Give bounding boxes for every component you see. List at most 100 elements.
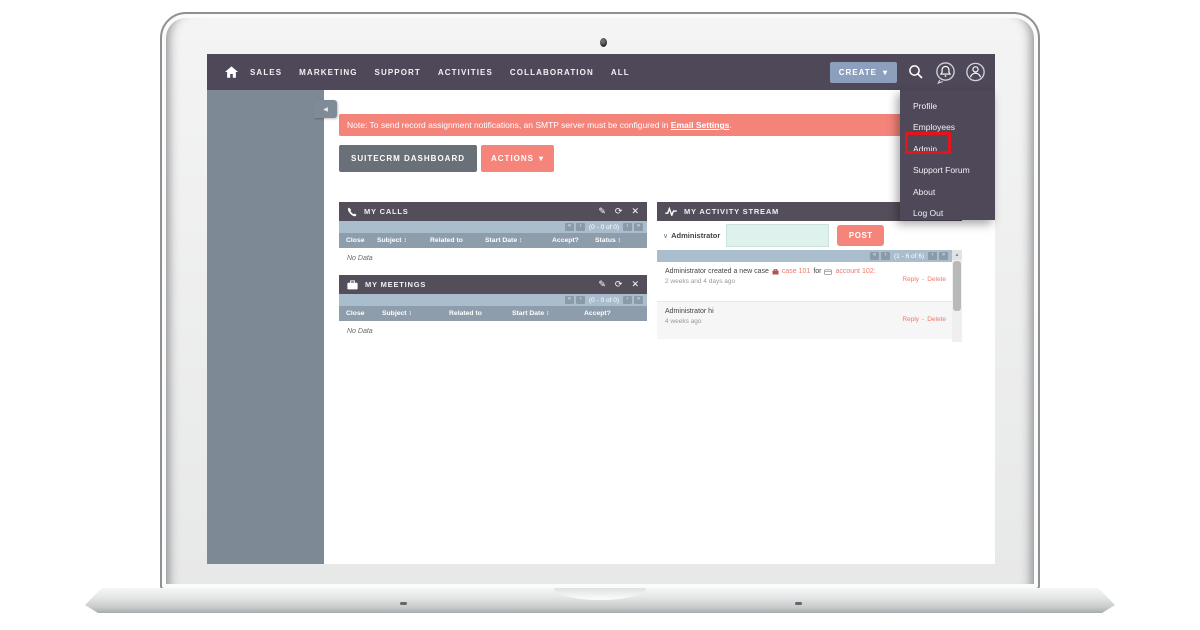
entry-text: for [813, 268, 822, 275]
laptop-foot [400, 602, 407, 605]
notifications-bell-icon[interactable] [934, 61, 957, 84]
reply-link[interactable]: Reply [902, 276, 920, 283]
nav-item-collaboration[interactable]: COLLABORATION [509, 67, 594, 77]
sidebar-collapse-toggle[interactable]: ◀ [314, 100, 337, 118]
pager-first-button[interactable]: « [565, 223, 575, 231]
activity-entry: Administrator hi 4 weeks ago Reply - Del… [657, 302, 962, 339]
pager-next-button[interactable]: › [623, 296, 632, 304]
col-start-date[interactable]: Start Date ↕ [512, 310, 550, 317]
navbar-actions: CREATE ▾ [829, 54, 987, 90]
laptop-foot [795, 602, 802, 605]
smtp-warning-banner: Note: To send record assignment notifica… [339, 114, 990, 136]
col-subject[interactable]: Subject ↕ [382, 310, 412, 317]
my-meetings-column-headers: Close Subject ↕ Related to Start Date ↕ … [339, 306, 647, 321]
collapse-left-icon: ◀ [323, 106, 328, 113]
panel-my-calls: MY CALLS ✎ ⟳ ✕ « ‹ (0 - 0 of 0) › » Clos… [339, 202, 647, 268]
pager-prev-button[interactable]: ‹ [576, 296, 586, 304]
delete-link[interactable]: Delete [927, 276, 946, 283]
admin-highlight-box [905, 132, 951, 154]
briefcase-icon [347, 279, 358, 290]
post-button[interactable]: POST [837, 225, 885, 246]
activity-scrollbar[interactable]: ▲ [952, 250, 962, 342]
no-data-label: No Data [347, 328, 373, 335]
pager-prev-button[interactable]: ‹ [576, 223, 586, 231]
nav-item-activities[interactable]: ACTIVITIES [437, 67, 493, 77]
actions-button[interactable]: ACTIONS ▾ [481, 145, 555, 172]
suitecrm-app: SALES MARKETING SUPPORT ACTIVITIES COLLA… [207, 54, 995, 564]
menu-item-log-out[interactable]: Log Out [913, 208, 944, 219]
caret-down-icon: ▾ [539, 154, 545, 163]
top-navbar: SALES MARKETING SUPPORT ACTIVITIES COLLA… [207, 54, 995, 90]
refresh-icon[interactable]: ⟳ [614, 206, 623, 216]
entry-timestamp: 2 weeks and 4 days ago [665, 278, 736, 285]
my-meetings-pager: « ‹ (0 - 0 of 0) › » [339, 294, 647, 306]
case-icon [772, 268, 779, 275]
activity-icon [665, 207, 677, 216]
panel-my-meetings: MY MEETINGS ✎ ⟳ ✕ « ‹ (0 - 0 of 0) › » C… [339, 275, 647, 341]
menu-item-profile[interactable]: Profile [913, 100, 938, 111]
entry-actions: Reply - Delete [902, 276, 946, 283]
activity-pager: « ‹ (1 - 6 of 6) › » [657, 250, 952, 262]
user-account-icon[interactable] [964, 61, 987, 84]
delete-link[interactable]: Delete [927, 316, 946, 323]
menu-item-admin[interactable]: Admin [913, 143, 938, 154]
search-icon[interactable] [904, 61, 927, 84]
nav-item-sales[interactable]: SALES [250, 67, 283, 77]
pager-last-button[interactable]: » [634, 223, 643, 231]
dashboard-tabbar: SUITECRM DASHBOARD ACTIONS ▾ [339, 145, 555, 172]
pager-last-button[interactable]: » [634, 296, 643, 304]
account-icon [824, 268, 833, 275]
panel-header-actions: ✎ ⟳ ✕ [598, 280, 639, 289]
pager-next-button[interactable]: › [623, 223, 632, 231]
case-link[interactable]: case 101 [781, 268, 811, 275]
chevron-down-icon[interactable]: ∨ [663, 232, 669, 240]
webcam-dot [600, 38, 607, 47]
actions-separator: - [922, 276, 925, 283]
create-button[interactable]: CREATE ▾ [829, 61, 897, 83]
close-icon[interactable]: ✕ [631, 206, 639, 216]
col-subject[interactable]: Subject ↕ [377, 237, 407, 244]
left-sidebar [207, 90, 324, 564]
reply-link[interactable]: Reply [902, 316, 920, 323]
pager-range-label: (1 - 6 of 6) [894, 252, 924, 260]
col-status[interactable]: Status ↕ [595, 237, 622, 244]
pager-next-button[interactable]: › [928, 252, 937, 260]
nav-item-all[interactable]: ALL [610, 67, 630, 77]
laptop-base [85, 588, 1115, 613]
menu-item-employees[interactable]: Employees [913, 122, 956, 133]
nav-item-marketing[interactable]: MARKETING [299, 67, 358, 77]
activity-entry: Administrator created a new case case 10… [657, 262, 962, 302]
refresh-icon[interactable]: ⟳ [614, 279, 623, 289]
scrollbar-thumb[interactable] [953, 261, 961, 311]
tab-suitecrm-dashboard[interactable]: SUITECRM DASHBOARD [339, 145, 477, 172]
nav-item-support[interactable]: SUPPORT [374, 67, 421, 77]
pager-first-button[interactable]: « [565, 296, 575, 304]
scroll-up-icon[interactable]: ▲ [952, 250, 962, 260]
post-input[interactable] [726, 224, 830, 247]
phone-icon [347, 207, 357, 217]
col-close: Close [346, 310, 365, 317]
pager-last-button[interactable]: » [939, 252, 948, 260]
email-settings-link[interactable]: Email Settings [670, 120, 730, 130]
edit-icon[interactable]: ✎ [598, 279, 606, 289]
home-icon[interactable] [225, 66, 238, 78]
col-related-to: Related to [449, 310, 482, 317]
close-icon[interactable]: ✕ [631, 279, 639, 289]
my-meetings-header: MY MEETINGS ✎ ⟳ ✕ [339, 275, 647, 294]
create-button-label: CREATE [838, 67, 877, 77]
my-activity-stream-header: MY ACTIVITY STREAM [657, 202, 962, 221]
panel-my-activity-stream: MY ACTIVITY STREAM ∨ Administrator POST … [657, 202, 962, 342]
menu-item-about[interactable]: About [913, 186, 936, 197]
pager-prev-button[interactable]: ‹ [881, 252, 891, 260]
entry-actions: Reply - Delete [902, 316, 946, 323]
edit-icon[interactable]: ✎ [598, 206, 606, 216]
laptop-screen: SALES MARKETING SUPPORT ACTIVITIES COLLA… [160, 12, 1040, 590]
col-start-date[interactable]: Start Date ↕ [485, 237, 523, 244]
menu-item-support-forum[interactable]: Support Forum [913, 165, 970, 176]
caret-down-icon: ▾ [882, 67, 888, 77]
pager-range-label: (0 - 0 of 0) [589, 296, 619, 304]
pager-first-button[interactable]: « [870, 252, 880, 260]
account-link[interactable]: account 102: [835, 268, 876, 275]
actions-button-label: ACTIONS [491, 154, 534, 163]
